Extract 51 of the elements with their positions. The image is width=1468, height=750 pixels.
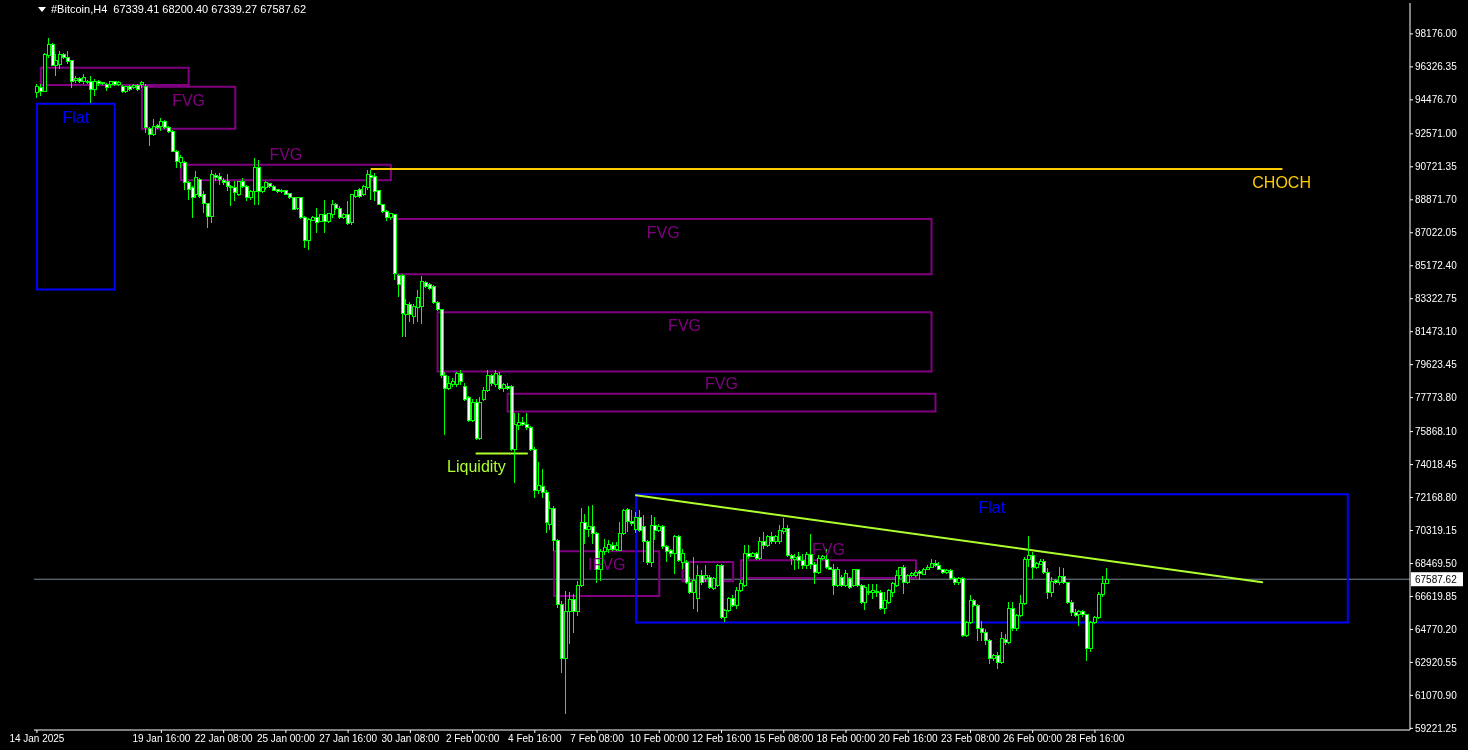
x-tick-label: 14 Jan 2025 [9,733,65,745]
y-tick-label: 92571.00 [1415,128,1458,140]
x-tick-label: 12 Feb 16:00 [692,733,752,745]
series-label: FVG [668,317,702,335]
y-tick-label: 70319.15 [1415,525,1458,537]
x-tick-label: 19 Jan 16:00 [132,733,191,745]
series-label: CHOCH [1252,173,1311,191]
y-tick-label: 75868.10 [1415,426,1458,438]
x-tick-label: 22 Jan 08:00 [194,733,253,745]
x-tick-label: 10 Feb 00:00 [629,733,690,745]
x-tick-label: 20 Feb 16:00 [878,733,939,745]
series-label: FVG [646,224,680,242]
y-tick-label: 72168.80 [1415,492,1458,504]
x-tick-label: 28 Feb 16:00 [1065,733,1125,745]
y-tick-label: 79623.45 [1415,359,1458,371]
x-tick-label: 26 Feb 00:00 [1003,733,1063,745]
y-tick-label: 74018.45 [1415,459,1458,471]
y-tick-label: 96326.35 [1415,61,1458,73]
ref-line-label: 67587.62 [1415,574,1458,586]
y-tick-label: 87022.05 [1415,227,1458,239]
chart-title: #Bitcoin,H4 67339.41 68200.40 67339.27 67587.62 [51,3,307,15]
series-label: Liquidity [447,458,506,476]
series-label: Flat [978,499,1006,517]
y-tick-label: 94476.70 [1415,94,1458,106]
series-label: FVG [269,145,303,163]
x-tick-label: 23 Feb 08:00 [940,733,1001,745]
y-tick-label: 77773.80 [1415,392,1458,404]
y-tick-label: 98176.00 [1415,28,1458,40]
x-tick-label: 15 Feb 08:00 [754,733,814,745]
x-tick-label: 25 Jan 00:00 [256,733,316,745]
y-tick-label: 66619.85 [1415,591,1458,603]
series-label: FVG [172,91,206,109]
series-label: FVG [812,541,845,559]
x-tick-label: 7 Feb 08:00 [570,733,625,745]
x-tick-label: 4 Feb 16:00 [508,733,562,745]
series-label: FVG [705,374,738,392]
y-tick-label: 90721.35 [1415,161,1458,173]
y-tick-label: 64770.20 [1415,624,1458,635]
x-tick-label: 18 Feb 00:00 [816,733,876,745]
series-label: Flat [62,108,90,126]
y-tick-label: 88871.70 [1415,194,1458,206]
x-tick-label: 2 Feb 00:00 [445,733,500,745]
y-tick-label: 59221.25 [1415,722,1458,734]
x-tick-label: 27 Jan 16:00 [319,733,378,745]
y-tick-label: 81473.10 [1415,326,1458,338]
y-tick-label: 83322.75 [1415,293,1458,305]
x-tick-label: 30 Jan 08:00 [381,733,440,745]
y-tick-label: 85172.40 [1415,260,1458,272]
y-tick-label: 62920.55 [1415,656,1458,668]
y-tick-label: 68469.50 [1415,558,1458,570]
y-tick-label: 61070.90 [1415,689,1458,701]
